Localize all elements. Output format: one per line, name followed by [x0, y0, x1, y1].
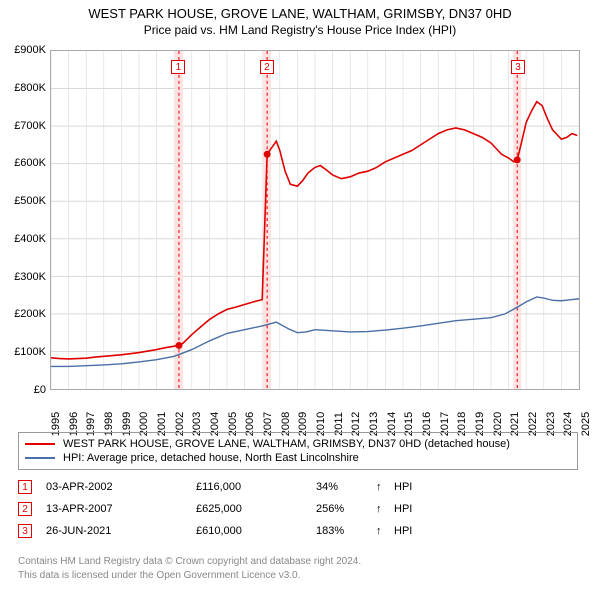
footer-line-1: Contains HM Land Registry data © Crown c… — [18, 556, 361, 567]
y-tick-label: £700K — [14, 120, 46, 132]
chart-title: WEST PARK HOUSE, GROVE LANE, WALTHAM, GR… — [0, 0, 600, 21]
event-suffix: HPI — [394, 525, 412, 537]
y-tick-label: £200K — [14, 308, 46, 320]
event-marker-3: 3 — [511, 60, 525, 74]
event-date: 13-APR-2007 — [46, 503, 196, 515]
event-price: £116,000 — [196, 481, 316, 493]
event-row: 3 26-JUN-2021£610,000183%↑HPI — [18, 520, 578, 542]
x-tick-label: 2025 — [580, 412, 592, 436]
arrow-up-icon: ↑ — [376, 481, 394, 493]
footer-line-2: This data is licensed under the Open Gov… — [18, 570, 300, 581]
event-row: 2 13-APR-2007£625,000256%↑HPI — [18, 498, 578, 520]
y-tick-label: £600K — [14, 157, 46, 169]
event-date: 03-APR-2002 — [46, 481, 196, 493]
event-pct: 256% — [316, 503, 376, 515]
event-suffix: HPI — [394, 481, 412, 493]
event-row: 1 03-APR-2002£116,00034%↑HPI — [18, 476, 578, 498]
legend: WEST PARK HOUSE, GROVE LANE, WALTHAM, GR… — [18, 432, 578, 470]
legend-label: WEST PARK HOUSE, GROVE LANE, WALTHAM, GR… — [63, 438, 510, 450]
arrow-up-icon: ↑ — [376, 525, 394, 537]
y-tick-label: £300K — [14, 271, 46, 283]
arrow-up-icon: ↑ — [376, 503, 394, 515]
event-marker-icon: 1 — [18, 480, 32, 494]
event-marker-2: 2 — [260, 60, 274, 74]
legend-swatch — [25, 457, 55, 459]
plot-area — [50, 50, 580, 390]
event-price: £625,000 — [196, 503, 316, 515]
event-pct: 183% — [316, 525, 376, 537]
event-suffix: HPI — [394, 503, 412, 515]
y-tick-label: £100K — [14, 346, 46, 358]
chart-svg — [51, 51, 579, 389]
events-table: 103-APR-2002£116,00034%↑HPI213-APR-2007£… — [18, 476, 578, 542]
event-marker-icon: 2 — [18, 502, 32, 516]
y-tick-label: £500K — [14, 195, 46, 207]
event-marker-1: 1 — [171, 60, 185, 74]
footer-attribution: Contains HM Land Registry data © Crown c… — [18, 555, 361, 582]
event-date: 26-JUN-2021 — [46, 525, 196, 537]
chart-subtitle: Price paid vs. HM Land Registry's House … — [0, 21, 600, 37]
y-tick-label: £800K — [14, 82, 46, 94]
event-price: £610,000 — [196, 525, 316, 537]
y-tick-label: £0 — [34, 384, 46, 396]
event-marker-icon: 3 — [18, 524, 32, 538]
legend-item: WEST PARK HOUSE, GROVE LANE, WALTHAM, GR… — [25, 437, 571, 451]
event-pct: 34% — [316, 481, 376, 493]
chart-container: WEST PARK HOUSE, GROVE LANE, WALTHAM, GR… — [0, 0, 600, 590]
legend-swatch — [25, 443, 55, 445]
y-tick-label: £900K — [14, 44, 46, 56]
legend-label: HPI: Average price, detached house, Nort… — [63, 452, 359, 464]
y-tick-label: £400K — [14, 233, 46, 245]
legend-item: HPI: Average price, detached house, Nort… — [25, 451, 571, 465]
